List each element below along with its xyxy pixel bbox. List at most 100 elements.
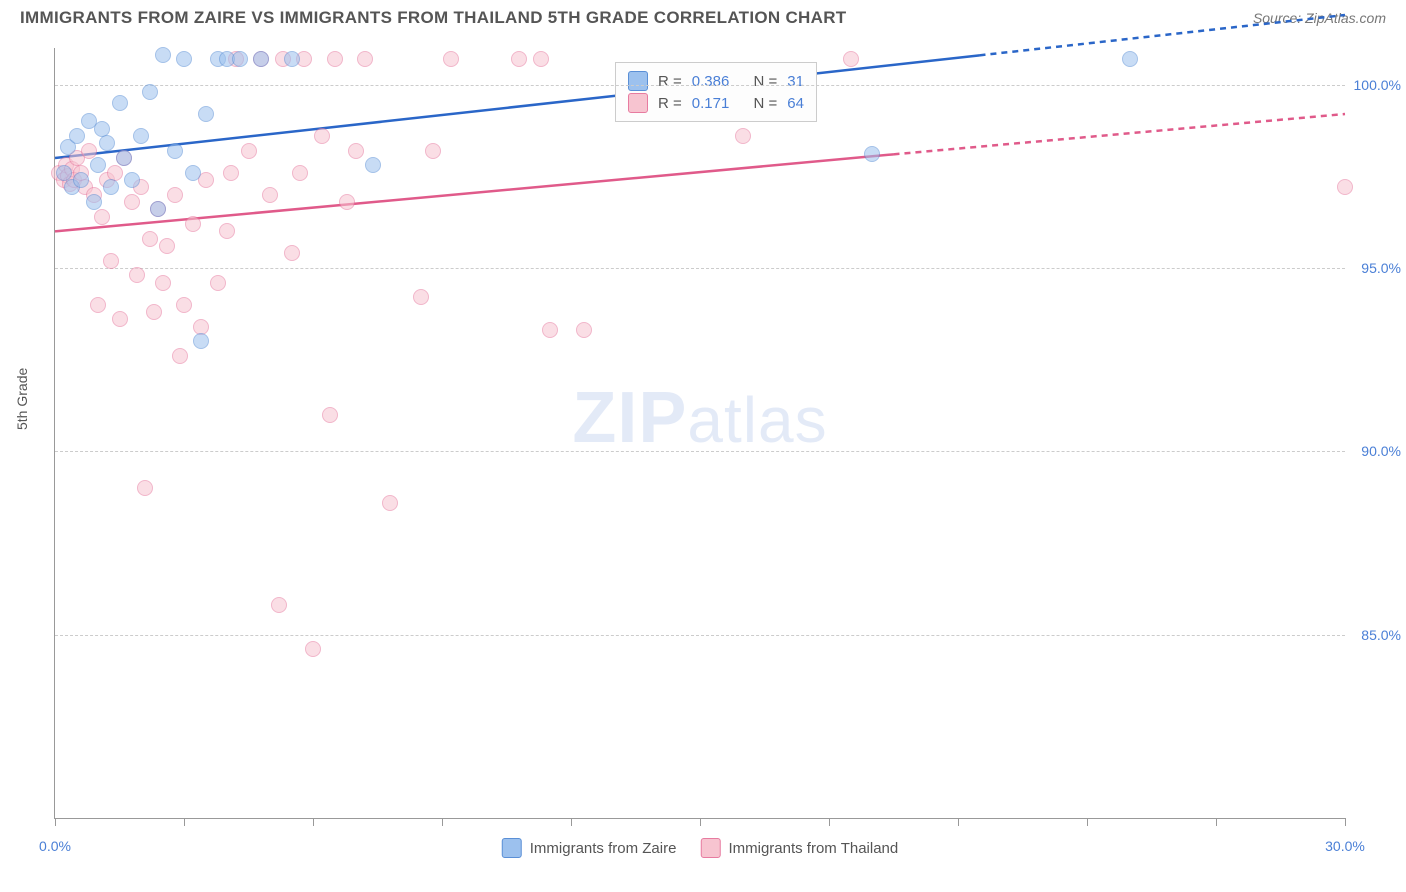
marker-thailand <box>382 495 398 511</box>
legend-swatch-thailand <box>628 93 648 113</box>
legend-label-thailand: Immigrants from Thailand <box>728 840 898 857</box>
marker-thailand <box>90 297 106 313</box>
r-label: R = <box>658 95 682 112</box>
gridline-h <box>55 635 1345 636</box>
marker-thailand <box>413 289 429 305</box>
marker-thailand <box>185 216 201 232</box>
gridline-h <box>55 451 1345 452</box>
marker-zaire <box>56 165 72 181</box>
marker-zaire <box>73 172 89 188</box>
marker-zaire <box>142 84 158 100</box>
marker-thailand <box>193 319 209 335</box>
marker-thailand <box>155 275 171 291</box>
marker-zaire <box>198 106 214 122</box>
stats-row-zaire: R = 0.386 N = 31 <box>628 71 804 91</box>
marker-thailand <box>339 194 355 210</box>
legend-swatch-thailand <box>700 838 720 858</box>
plot-area: ZIPatlas R = 0.386 N = 31 R = 0.171 N = … <box>54 48 1345 819</box>
watermark-bold: ZIP <box>572 378 687 458</box>
stats-legend-box: R = 0.386 N = 31 R = 0.171 N = 64 <box>615 62 817 122</box>
marker-zaire <box>150 201 166 217</box>
xtick <box>700 818 701 826</box>
chart-title: IMMIGRANTS FROM ZAIRE VS IMMIGRANTS FROM… <box>20 8 846 28</box>
gridline-h <box>55 85 1345 86</box>
marker-zaire <box>116 150 132 166</box>
marker-thailand <box>305 641 321 657</box>
n-value-zaire: 31 <box>787 73 804 90</box>
n-value-thailand: 64 <box>787 95 804 112</box>
marker-thailand <box>322 407 338 423</box>
marker-zaire <box>232 51 248 67</box>
marker-zaire <box>103 179 119 195</box>
marker-thailand <box>262 187 278 203</box>
marker-thailand <box>129 267 145 283</box>
marker-thailand <box>103 253 119 269</box>
gridline-h <box>55 268 1345 269</box>
chart-source: Source: ZipAtlas.com <box>1253 10 1386 26</box>
r-label: R = <box>658 73 682 90</box>
marker-zaire <box>124 172 140 188</box>
marker-zaire <box>112 95 128 111</box>
marker-thailand <box>159 238 175 254</box>
legend-label-zaire: Immigrants from Zaire <box>530 840 677 857</box>
n-label: N = <box>753 73 777 90</box>
marker-zaire <box>193 333 209 349</box>
n-label: N = <box>753 95 777 112</box>
xtick <box>55 818 56 826</box>
marker-thailand <box>284 245 300 261</box>
xtick-label-right: 30.0% <box>1325 838 1365 854</box>
marker-thailand <box>314 128 330 144</box>
watermark-rest: atlas <box>687 384 827 456</box>
ytick-label: 90.0% <box>1361 443 1401 459</box>
marker-zaire <box>167 143 183 159</box>
marker-thailand <box>124 194 140 210</box>
marker-thailand <box>94 209 110 225</box>
marker-zaire <box>69 128 85 144</box>
marker-zaire <box>90 157 106 173</box>
marker-thailand <box>443 51 459 67</box>
r-value-zaire: 0.386 <box>692 73 730 90</box>
marker-thailand <box>542 322 558 338</box>
xtick <box>184 818 185 826</box>
marker-zaire <box>365 157 381 173</box>
marker-thailand <box>146 304 162 320</box>
chart-header: IMMIGRANTS FROM ZAIRE VS IMMIGRANTS FROM… <box>0 0 1406 32</box>
legend-item-zaire: Immigrants from Zaire <box>502 838 677 858</box>
marker-thailand <box>210 275 226 291</box>
marker-thailand <box>327 51 343 67</box>
marker-thailand <box>348 143 364 159</box>
marker-thailand <box>843 51 859 67</box>
marker-zaire <box>86 194 102 210</box>
marker-thailand <box>112 311 128 327</box>
legend-swatch-zaire <box>628 71 648 91</box>
marker-zaire <box>155 47 171 63</box>
marker-thailand <box>219 223 235 239</box>
xtick <box>313 818 314 826</box>
xtick <box>1216 818 1217 826</box>
marker-thailand <box>292 165 308 181</box>
watermark: ZIPatlas <box>572 377 827 459</box>
ytick-label: 95.0% <box>1361 260 1401 276</box>
marker-zaire <box>133 128 149 144</box>
legend-swatch-zaire <box>502 838 522 858</box>
ytick-label: 85.0% <box>1361 627 1401 643</box>
marker-zaire <box>94 121 110 137</box>
marker-thailand <box>735 128 751 144</box>
marker-thailand <box>271 597 287 613</box>
marker-zaire <box>185 165 201 181</box>
marker-zaire <box>99 135 115 151</box>
xtick <box>1345 818 1346 826</box>
ytick-label: 100.0% <box>1354 77 1401 93</box>
marker-thailand <box>142 231 158 247</box>
marker-thailand <box>576 322 592 338</box>
xtick <box>442 818 443 826</box>
trend-lines-layer <box>55 48 1345 818</box>
marker-thailand <box>1337 179 1353 195</box>
marker-thailand <box>107 165 123 181</box>
marker-thailand <box>172 348 188 364</box>
marker-zaire <box>176 51 192 67</box>
xtick <box>1087 818 1088 826</box>
xtick <box>571 818 572 826</box>
marker-thailand <box>533 51 549 67</box>
marker-thailand <box>176 297 192 313</box>
